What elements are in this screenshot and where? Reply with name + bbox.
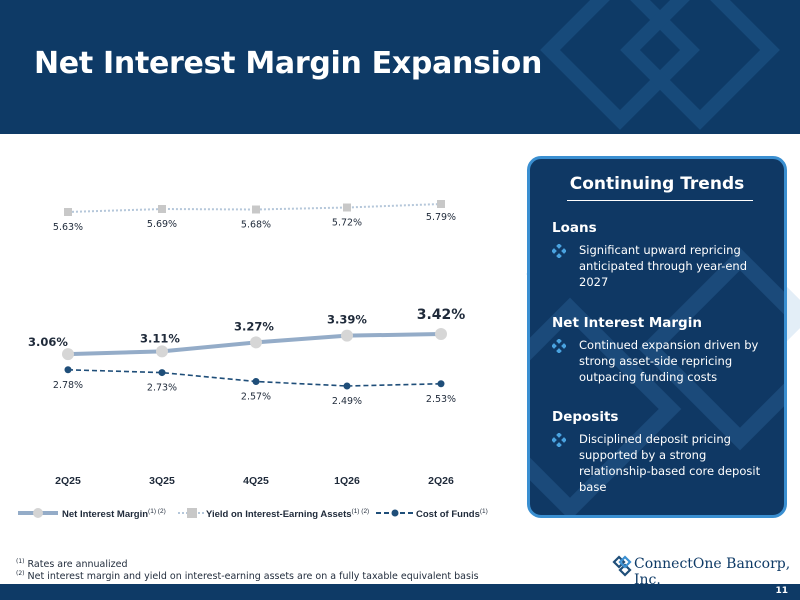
legend-superscript: (1) (2) [148,508,166,515]
footer-bar [0,584,800,600]
continuing-trends-panel: Continuing Trends Loans Significant upwa… [527,156,787,518]
x-tick-label: 4Q25 [243,475,269,487]
data-point [250,336,262,349]
panel-title: Continuing Trends [569,174,745,194]
bullet-deposits: Disciplined deposit pricing supported by… [552,431,777,495]
data-label: 5.63% [53,222,83,233]
x-tick-label: 1Q26 [334,475,360,487]
legend-superscript: (1) (2) [351,508,370,515]
bullet-text: Significant upward repricing anticipated… [579,243,748,289]
bullet-text: Continued expansion driven by strong ass… [579,338,759,384]
footnote-1: (1) Rates are annualized [16,558,128,570]
data-label: 5.72% [332,218,362,229]
bullet-text: Disciplined deposit pricing supported by… [579,432,761,494]
legend-swatch-nim [18,508,58,518]
footnote-text: Net interest margin and yield on interes… [27,571,479,583]
header-banner: Net Interest Margin Expansion [0,0,800,134]
legend-swatch-yield [178,508,206,518]
data-point [252,378,260,386]
data-point [341,329,353,342]
diamond-bullet-icon [552,339,566,353]
x-tick-label: 3Q25 [149,475,175,487]
data-label: 3.42% [417,307,466,323]
data-point [64,366,72,374]
diamond-bullet-icon [552,433,566,447]
data-point [252,205,260,214]
page-number: 11 [775,586,788,596]
x-tick-label: 2Q25 [55,475,81,487]
data-point [435,328,447,340]
data-point [158,369,166,377]
data-label: 3.06% [28,335,68,349]
bullet-nim: Continued expansion driven by strong ass… [552,337,777,385]
legend-swatch-cof [376,509,414,517]
section-heading-deposits: Deposits [552,409,619,425]
data-point [156,345,168,358]
panel-watermark [530,247,784,515]
x-tick-label: 2Q26 [428,475,454,487]
data-label: 5.69% [147,219,177,230]
data-point [64,208,72,216]
data-label: 3.39% [327,313,367,327]
diamond-bullet-icon [552,244,566,258]
legend-superscript: (1) [479,508,488,515]
legend-label: Cost of Funds [416,509,480,521]
legend-label: Yield on Interest-Earning Assets [206,509,352,521]
data-label: 2.78% [53,380,83,391]
data-label: 2.49% [332,396,362,407]
header-watermark [540,0,780,130]
footnote-2: (2) Net interest margin and yield on int… [16,570,479,582]
data-label: 3.27% [234,319,274,333]
legend-item-cof: Cost of Funds(1) [416,508,488,520]
page-title: Net Interest Margin Expansion [34,46,543,81]
data-point [62,348,74,361]
section-heading-nim: Net Interest Margin [552,315,702,331]
data-point [158,205,166,213]
panel-background [527,156,787,518]
footnote-mark: (2) [16,570,25,577]
data-point [437,200,445,208]
data-point [343,382,351,390]
data-point [343,203,351,212]
panel-divider [567,200,753,201]
data-label: 5.79% [426,212,456,223]
connectone-logo-icon [612,555,632,577]
data-point [437,380,445,388]
bullet-loans: Significant upward repricing anticipated… [552,242,777,290]
legend-item-yield: Yield on Interest-Earning Assets(1) (2) [206,508,369,520]
section-heading-loans: Loans [552,220,597,236]
data-label: 2.53% [426,394,456,405]
legend-item-nim: Net Interest Margin(1) (2) [62,508,166,520]
data-label: 3.11% [140,331,180,345]
data-label: 5.68% [241,220,271,231]
data-label: 2.57% [241,392,271,403]
legend-label: Net Interest Margin [62,509,149,521]
footnote-text: Rates are annualized [27,559,128,571]
data-label: 2.73% [147,383,177,394]
footnote-mark: (1) [16,558,25,565]
